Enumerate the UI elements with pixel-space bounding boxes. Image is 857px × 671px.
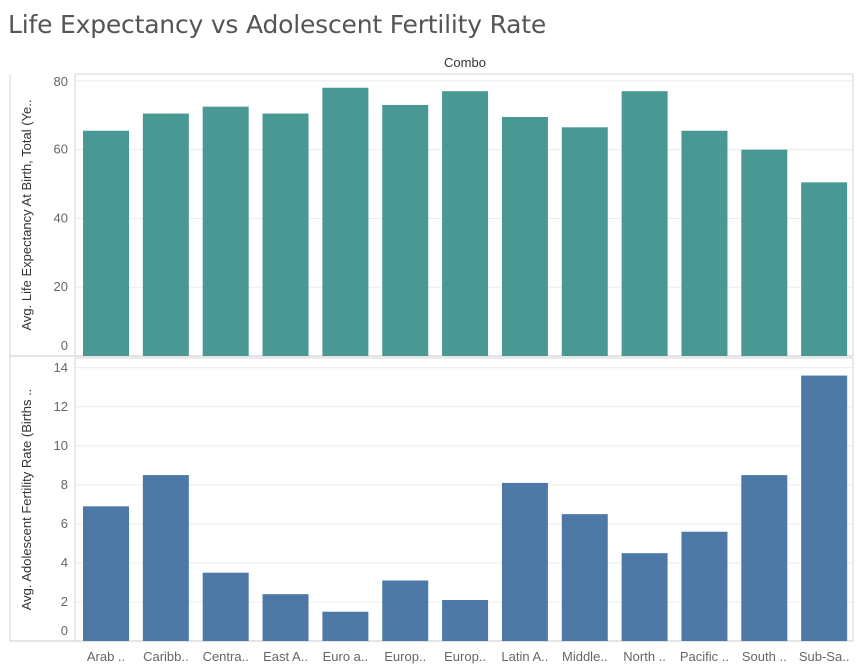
bar-fertility-2: [202, 572, 249, 641]
bar-life-12: [801, 182, 848, 356]
y-tick-fertility-2: 2: [61, 594, 68, 609]
bar-life-1: [142, 113, 189, 356]
bar-fertility-6: [442, 600, 489, 641]
bar-life-6: [442, 91, 489, 356]
x-tick-6: Europ..: [444, 649, 486, 664]
y-tick-fertility-4: 4: [61, 555, 68, 570]
x-tick-5: Europ..: [384, 649, 426, 664]
bar-life-8: [561, 127, 608, 357]
x-tick-12: Sub-Sa..: [799, 649, 850, 664]
x-tick-9: North ..: [623, 649, 666, 664]
x-tick-4: Euro a..: [323, 649, 369, 664]
y-tick-fertility-14: 14: [54, 360, 68, 375]
bar-fertility-7: [501, 482, 548, 641]
y-tick-life-40: 40: [54, 210, 68, 225]
y-tick-life-60: 60: [54, 142, 68, 157]
bar-fertility-8: [561, 514, 608, 641]
bar-fertility-9: [621, 553, 668, 641]
chart-subtitle: Combo: [444, 55, 486, 70]
bar-fertility-4: [322, 611, 369, 641]
x-tick-0: Arab ..: [87, 649, 125, 664]
y-tick-life-80: 80: [54, 74, 68, 89]
bar-fertility-1: [142, 475, 189, 641]
chart-title: Life Expectancy vs Adolescent Fertility …: [8, 10, 547, 39]
x-tick-7: Latin A..: [501, 649, 548, 664]
y-tick-fertility-6: 6: [61, 516, 68, 531]
bar-fertility-10: [681, 531, 728, 641]
y-axis-label-life: Avg. Life Expectancy At Birth, Total (Ye…: [19, 99, 34, 330]
x-tick-8: Middle..: [562, 649, 608, 664]
bar-life-4: [322, 87, 369, 356]
bar-fertility-11: [741, 475, 788, 641]
bar-life-7: [501, 116, 548, 356]
bar-life-11: [741, 149, 788, 356]
y-tick-fertility-0: 0: [61, 623, 68, 638]
x-tick-3: East A..: [263, 649, 308, 664]
bar-fertility-5: [382, 580, 429, 641]
bar-fertility-3: [262, 594, 309, 641]
bar-life-5: [382, 104, 429, 356]
bar-life-0: [83, 130, 129, 356]
bar-life-10: [681, 130, 728, 356]
y-tick-fertility-10: 10: [54, 438, 68, 453]
bar-life-9: [621, 91, 668, 356]
x-tick-10: Pacific ..: [680, 649, 729, 664]
bar-fertility-12: [801, 375, 848, 641]
y-tick-life-20: 20: [54, 279, 68, 294]
bar-fertility-0: [83, 506, 129, 641]
y-tick-life-0: 0: [61, 338, 68, 353]
y-tick-fertility-8: 8: [61, 477, 68, 492]
y-tick-fertility-12: 12: [54, 399, 68, 414]
bar-life-2: [202, 106, 249, 356]
x-tick-1: Caribb..: [143, 649, 189, 664]
bar-life-3: [262, 113, 309, 356]
x-tick-2: Centra..: [203, 649, 249, 664]
x-tick-11: South ..: [742, 649, 787, 664]
y-axis-label-fertility: Avg. Adolescent Fertility Rate (Births .…: [19, 389, 34, 611]
